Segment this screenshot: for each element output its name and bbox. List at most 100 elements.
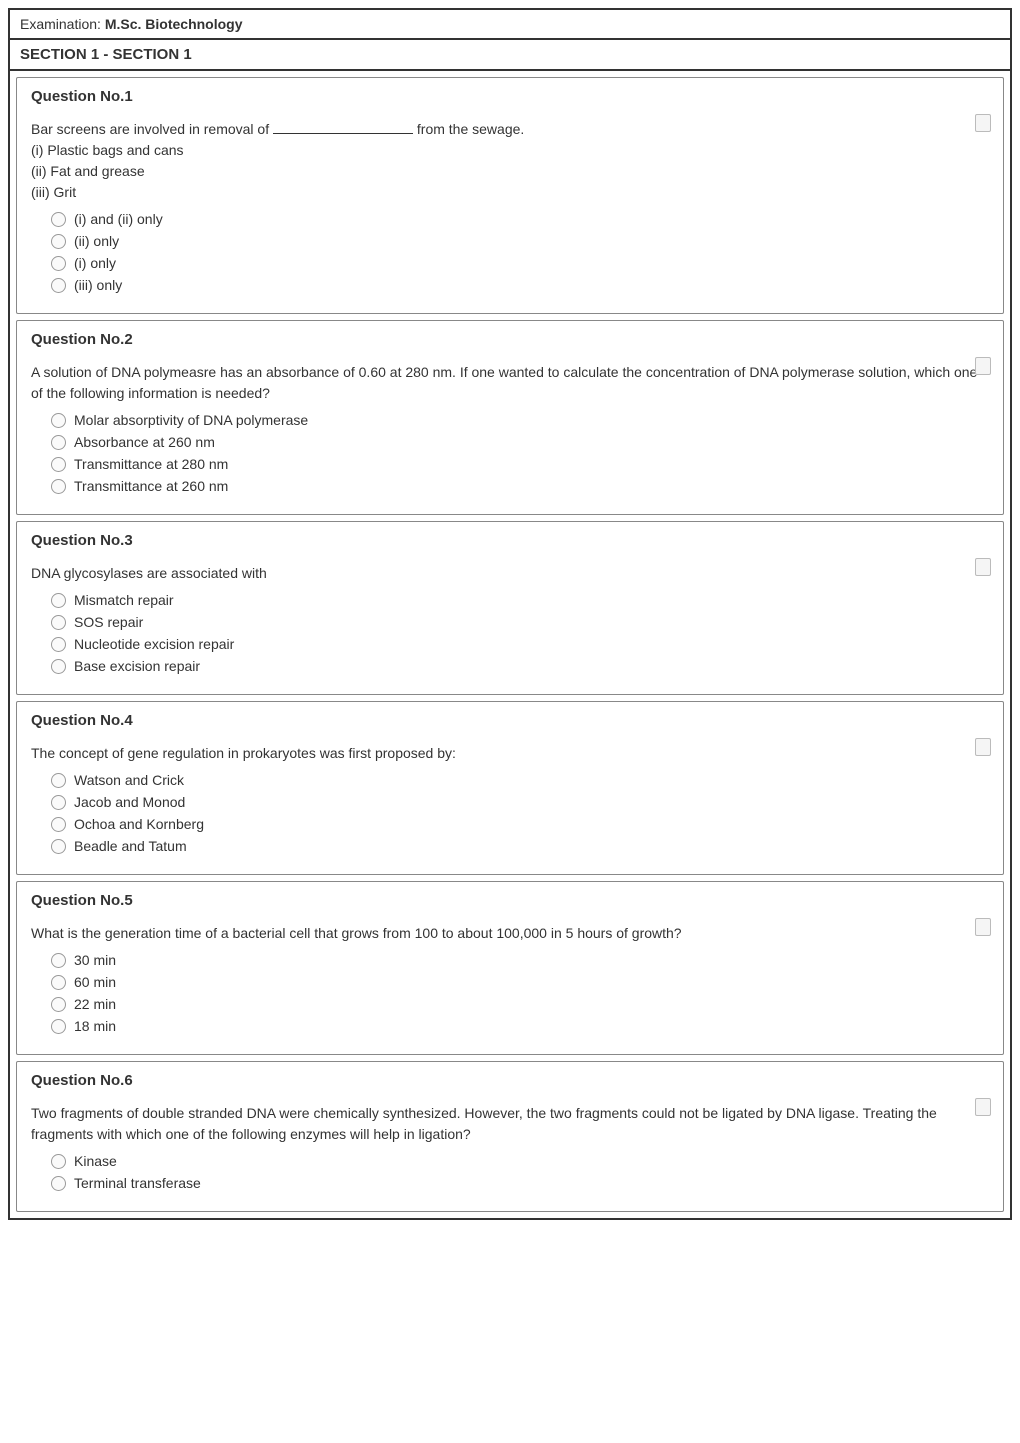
fill-blank xyxy=(273,119,413,134)
radio-icon[interactable] xyxy=(51,234,66,249)
radio-icon[interactable] xyxy=(51,413,66,428)
radio-icon[interactable] xyxy=(51,795,66,810)
bookmark-icon[interactable] xyxy=(975,558,991,576)
question-block: Question No.3 DNA glycosylases are assoc… xyxy=(16,521,1004,695)
question-block: Question No.4 The concept of gene regula… xyxy=(16,701,1004,875)
option-row[interactable]: Jacob and Monod xyxy=(51,794,989,810)
radio-icon[interactable] xyxy=(51,773,66,788)
option-row[interactable]: Transmittance at 280 nm xyxy=(51,456,989,472)
question-text-pre: Bar screens are involved in removal of xyxy=(31,121,273,137)
options-list: Kinase Terminal transferase xyxy=(31,1153,989,1191)
radio-icon[interactable] xyxy=(51,457,66,472)
option-label: (i) and (ii) only xyxy=(74,211,163,227)
option-label: Transmittance at 280 nm xyxy=(74,456,228,472)
exam-container: Examination: M.Sc. Biotechnology SECTION… xyxy=(8,8,1012,1220)
question-block: Question No.2 A solution of DNA polymeas… xyxy=(16,320,1004,515)
radio-icon[interactable] xyxy=(51,975,66,990)
option-label: 22 min xyxy=(74,996,116,1012)
option-label: SOS repair xyxy=(74,614,143,630)
option-label: (i) only xyxy=(74,255,116,271)
option-label: Nucleotide excision repair xyxy=(74,636,234,652)
question-block: Question No.1 Bar screens are involved i… xyxy=(16,77,1004,314)
option-row[interactable]: 22 min xyxy=(51,996,989,1012)
option-row[interactable]: SOS repair xyxy=(51,614,989,630)
radio-icon[interactable] xyxy=(51,593,66,608)
section-header: SECTION 1 - SECTION 1 xyxy=(10,40,1010,71)
option-label: 60 min xyxy=(74,974,116,990)
options-list: (i) and (ii) only (ii) only (i) only (ii… xyxy=(31,211,989,293)
option-row[interactable]: 60 min xyxy=(51,974,989,990)
radio-icon[interactable] xyxy=(51,615,66,630)
question-text-post: from the sewage. xyxy=(413,121,524,137)
question-title: Question No.5 xyxy=(31,892,989,909)
options-list: Watson and Crick Jacob and Monod Ochoa a… xyxy=(31,772,989,854)
option-label: Base excision repair xyxy=(74,658,200,674)
radio-icon[interactable] xyxy=(51,212,66,227)
radio-icon[interactable] xyxy=(51,479,66,494)
question-title: Question No.2 xyxy=(31,331,989,348)
bookmark-icon[interactable] xyxy=(975,114,991,132)
exam-header: Examination: M.Sc. Biotechnology xyxy=(10,10,1010,40)
option-row[interactable]: Beadle and Tatum xyxy=(51,838,989,854)
option-row[interactable]: (i) only xyxy=(51,255,989,271)
question-title: Question No.1 xyxy=(31,88,989,105)
radio-icon[interactable] xyxy=(51,817,66,832)
option-label: Watson and Crick xyxy=(74,772,184,788)
question-title: Question No.6 xyxy=(31,1072,989,1089)
radio-icon[interactable] xyxy=(51,659,66,674)
question-text: Two fragments of double stranded DNA wer… xyxy=(31,1103,989,1145)
option-row[interactable]: Mismatch repair xyxy=(51,592,989,608)
radio-icon[interactable] xyxy=(51,637,66,652)
option-row[interactable]: Transmittance at 260 nm xyxy=(51,478,989,494)
question-text: Bar screens are involved in removal of f… xyxy=(31,119,989,203)
question-block: Question No.6 Two fragments of double st… xyxy=(16,1061,1004,1212)
option-label: Beadle and Tatum xyxy=(74,838,187,854)
option-row[interactable]: (i) and (ii) only xyxy=(51,211,989,227)
question-block: Question No.5 What is the generation tim… xyxy=(16,881,1004,1055)
option-row[interactable]: Absorbance at 260 nm xyxy=(51,434,989,450)
option-label: Ochoa and Kornberg xyxy=(74,816,204,832)
radio-icon[interactable] xyxy=(51,1154,66,1169)
option-label: Molar absorptivity of DNA polymerase xyxy=(74,412,308,428)
option-row[interactable]: Watson and Crick xyxy=(51,772,989,788)
exam-label: Examination: xyxy=(20,16,101,32)
question-text: The concept of gene regulation in prokar… xyxy=(31,743,989,764)
radio-icon[interactable] xyxy=(51,278,66,293)
option-label: 30 min xyxy=(74,952,116,968)
exam-value: M.Sc. Biotechnology xyxy=(105,16,243,32)
question-title: Question No.3 xyxy=(31,532,989,549)
bookmark-icon[interactable] xyxy=(975,738,991,756)
option-row[interactable]: (ii) only xyxy=(51,233,989,249)
question-text: DNA glycosylases are associated with xyxy=(31,563,989,584)
radio-icon[interactable] xyxy=(51,1019,66,1034)
option-row[interactable]: Kinase xyxy=(51,1153,989,1169)
option-label: Terminal transferase xyxy=(74,1175,201,1191)
option-row[interactable]: Molar absorptivity of DNA polymerase xyxy=(51,412,989,428)
radio-icon[interactable] xyxy=(51,256,66,271)
bookmark-icon[interactable] xyxy=(975,1098,991,1116)
option-row[interactable]: Nucleotide excision repair xyxy=(51,636,989,652)
option-label: Mismatch repair xyxy=(74,592,174,608)
option-row[interactable]: 18 min xyxy=(51,1018,989,1034)
question-text: What is the generation time of a bacteri… xyxy=(31,923,989,944)
bookmark-icon[interactable] xyxy=(975,918,991,936)
radio-icon[interactable] xyxy=(51,435,66,450)
bookmark-icon[interactable] xyxy=(975,357,991,375)
option-label: Jacob and Monod xyxy=(74,794,185,810)
option-row[interactable]: Base excision repair xyxy=(51,658,989,674)
question-sub: (iii) Grit xyxy=(31,182,989,203)
question-text: A solution of DNA polymeasre has an abso… xyxy=(31,362,989,404)
option-row[interactable]: (iii) only xyxy=(51,277,989,293)
options-list: Mismatch repair SOS repair Nucleotide ex… xyxy=(31,592,989,674)
options-list: Molar absorptivity of DNA polymerase Abs… xyxy=(31,412,989,494)
option-row[interactable]: 30 min xyxy=(51,952,989,968)
question-sub: (i) Plastic bags and cans xyxy=(31,140,989,161)
radio-icon[interactable] xyxy=(51,839,66,854)
radio-icon[interactable] xyxy=(51,953,66,968)
option-label: Transmittance at 260 nm xyxy=(74,478,228,494)
option-row[interactable]: Ochoa and Kornberg xyxy=(51,816,989,832)
radio-icon[interactable] xyxy=(51,1176,66,1191)
option-row[interactable]: Terminal transferase xyxy=(51,1175,989,1191)
option-label: (iii) only xyxy=(74,277,122,293)
radio-icon[interactable] xyxy=(51,997,66,1012)
